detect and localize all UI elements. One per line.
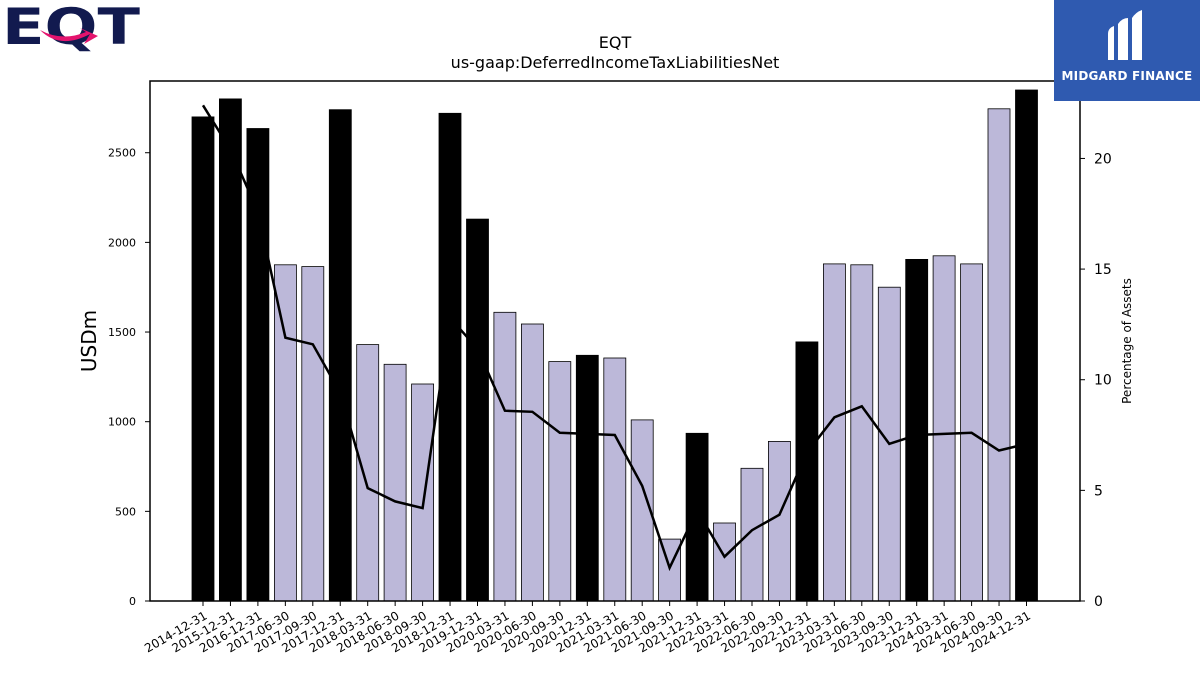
chart-title: EQT (599, 33, 632, 52)
bar-2016-12-31 (246, 128, 270, 602)
y-axis-label: USDm (77, 310, 101, 372)
bar-2015-12-31 (218, 98, 242, 602)
plot-frame (149, 80, 1081, 602)
bar-2024-03-31 (932, 255, 956, 602)
eqt-logo-text: EQT (2, 0, 140, 56)
y2-tick-label: 15 (1094, 262, 1112, 278)
bar-2017-12-31 (328, 109, 352, 602)
bar-2018-09-30 (411, 383, 435, 602)
bar-2023-03-31 (823, 263, 846, 602)
pct-assets-line (201, 104, 1027, 572)
y-tick-label: 2500 (108, 147, 136, 160)
bar-2023-12-31 (905, 258, 929, 602)
bar-2017-06-30 (273, 264, 297, 602)
bar-2018-12-31 (438, 112, 462, 602)
eqt-logo-swoosh (40, 28, 98, 44)
bar-2022-09-30 (768, 440, 791, 602)
bar-2024-12-31 (1015, 89, 1038, 602)
bar-2022-06-30 (740, 467, 764, 602)
y2-tick-label: 10 (1094, 373, 1112, 389)
midgard-finance-logo: MIDGARD FINANCE (1054, 0, 1200, 101)
midgard-logo-mark (1108, 10, 1142, 60)
bars-group (191, 89, 1038, 602)
bar-2018-06-30 (383, 363, 407, 602)
x-axis-ticks: 2014-12-312015-12-312016-12-312017-06-30… (142, 601, 1033, 655)
bar-2020-12-31 (575, 354, 599, 602)
midgard-logo-text: MIDGARD FINANCE (1061, 69, 1193, 83)
bar-2020-06-30 (521, 323, 544, 602)
chart-subtitle: us-gaap:DeferredIncomeTaxLiabilitiesNet (451, 53, 780, 72)
y2-tick-label: 20 (1094, 151, 1112, 167)
bar-2023-06-30 (850, 264, 874, 602)
bar-2021-03-31 (603, 357, 627, 602)
bar-2017-09-30 (301, 266, 325, 602)
bar-2022-03-31 (713, 522, 736, 602)
bar-2019-12-31 (466, 218, 489, 602)
y-axis-ticks: 0 500 1000 1500 2000 2500 (108, 147, 150, 608)
y2-axis-ticks: 0 5 10 15 20 (1080, 151, 1112, 610)
y2-tick-label: 5 (1094, 483, 1103, 499)
y-tick-label: 1500 (108, 326, 136, 339)
bar-2024-09-30 (987, 108, 1011, 602)
y2-tick-label: 0 (1094, 594, 1103, 610)
y2-axis-label: Percentage of Assets (1120, 278, 1134, 404)
y-tick-label: 500 (115, 505, 136, 518)
bar-2020-03-31 (493, 311, 517, 602)
bar-2018-03-31 (356, 344, 380, 602)
y-tick-label: 0 (129, 595, 136, 608)
bar-2021-12-31 (685, 432, 709, 602)
y-tick-label: 1000 (108, 416, 136, 429)
bar-2020-09-30 (548, 361, 572, 602)
y-tick-label: 2000 (108, 236, 136, 249)
eqt-logo: EQT (0, 0, 150, 56)
bar-2014-12-31 (191, 116, 215, 602)
